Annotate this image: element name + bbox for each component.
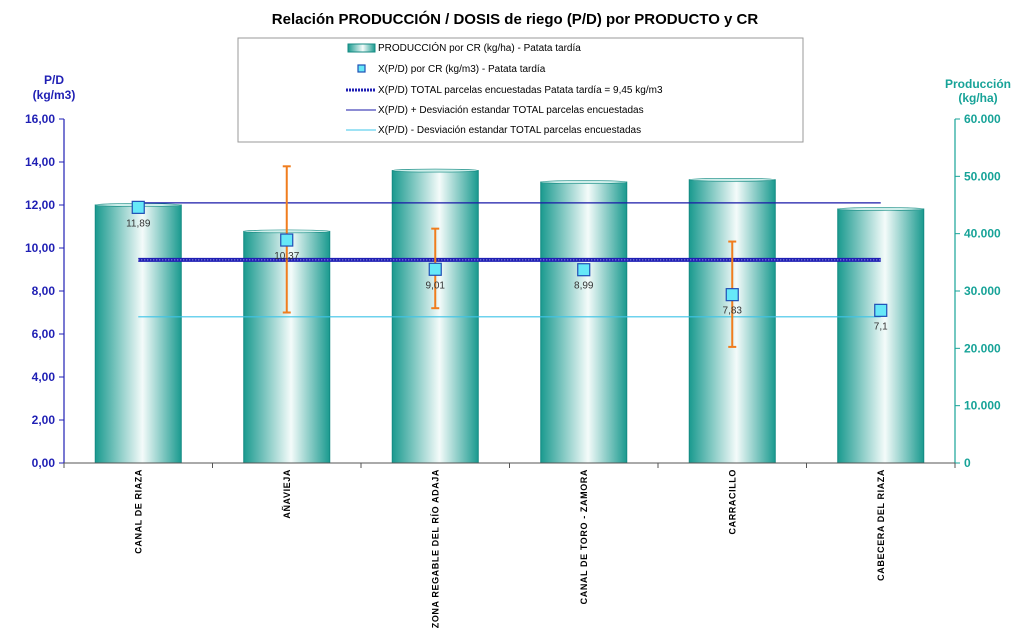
category-label-3: ZONA REGABLE DEL RÍO ADAJA [430, 469, 440, 628]
right-tick-label-2: 20.000 [964, 341, 1001, 355]
data-label-2: 10,37 [274, 251, 299, 262]
category-label-6: CABECERA DEL RIAZA [876, 469, 886, 581]
bar-top-5 [688, 177, 776, 182]
bar-top-6 [837, 207, 925, 211]
bar-1 [94, 204, 182, 464]
reference-lines-layer [138, 202, 881, 318]
legend-swatch-bar [347, 43, 376, 53]
bar-6 [837, 208, 925, 464]
left-tick-label-4: 8,00 [32, 284, 56, 298]
right-tick-label-4: 40.000 [964, 227, 1001, 241]
legend-swatch-marker [357, 64, 366, 73]
left-axis-title-line2: (kg/m3) [33, 88, 76, 102]
data-label-6: 7,1 [874, 321, 888, 332]
legend-label-minus: X(P/D) - Desviación estandar TOTAL parce… [378, 125, 641, 136]
marker-6 [874, 303, 888, 317]
data-label-5: 7,83 [723, 306, 743, 317]
right-tick-label-1: 10.000 [964, 399, 1001, 413]
markers-layer: 11,89 10,37 9,01 8,99 7,83 7,1 [126, 200, 888, 332]
left-tick-label-7: 14,00 [25, 155, 55, 169]
legend-label-plus: X(P/D) + Desviación estandar TOTAL parce… [378, 105, 644, 116]
chart-title: Relación PRODUCCIÓN / DOSIS de riego (P/… [272, 10, 759, 28]
legend-box [237, 37, 804, 143]
data-label-1: 11,89 [126, 218, 151, 229]
left-tick-label-1: 2,00 [32, 413, 56, 427]
category-label-2: AÑAVIEJA [282, 469, 292, 519]
marker-3 [428, 262, 442, 276]
left-axis-title-line1: P/D [44, 73, 64, 87]
left-tick-label-0: 0,00 [32, 456, 56, 470]
legend-label-marker: X(P/D) por CR (kg/m3) - Patata tardía [378, 64, 546, 75]
right-axis-title-line2: (kg/ha) [958, 91, 997, 105]
error-bars-layer [282, 165, 737, 348]
data-label-4: 8,99 [574, 281, 594, 292]
right-tick-label-3: 30.000 [964, 284, 1001, 298]
axes-layer: 0,00 2,00 4,00 6,00 8,00 10,00 12,00 14,00 16,00… [25, 112, 1001, 628]
category-label-5: CARRACILLO [727, 469, 737, 535]
category-label-4: CANAL DE TORO - ZAMORA [579, 469, 589, 604]
marker-2 [280, 233, 294, 247]
left-tick-label-8: 16,00 [25, 112, 55, 126]
bar-top-4 [540, 180, 628, 184]
right-tick-label-6: 60.000 [964, 112, 1001, 126]
right-tick-label-0: 0 [964, 456, 971, 470]
legend-label-mean: X(P/D) TOTAL parcelas encuestadas Patata… [378, 85, 663, 96]
bars-layer [94, 168, 925, 464]
marker-1 [131, 200, 145, 214]
right-tick-label-5: 50.000 [964, 169, 1001, 183]
legend-label-bar: PRODUCCIÓN por CR (kg/ha) - Patata tardí… [378, 41, 581, 54]
bar-4 [540, 181, 628, 464]
left-tick-label-3: 6,00 [32, 327, 56, 341]
marker-5 [725, 288, 739, 302]
data-label-3: 9,01 [426, 280, 446, 291]
left-tick-label-2: 4,00 [32, 370, 56, 384]
legend: PRODUCCIÓN por CR (kg/ha) - Patata tardí… [237, 37, 804, 143]
left-tick-label-6: 12,00 [25, 198, 55, 212]
marker-4 [577, 263, 591, 277]
left-tick-label-5: 10,00 [25, 241, 55, 255]
category-label-1: CANAL DE RIAZA [133, 469, 143, 554]
right-axis-title-line1: Producción [945, 77, 1011, 91]
bar-top-3 [391, 168, 479, 173]
